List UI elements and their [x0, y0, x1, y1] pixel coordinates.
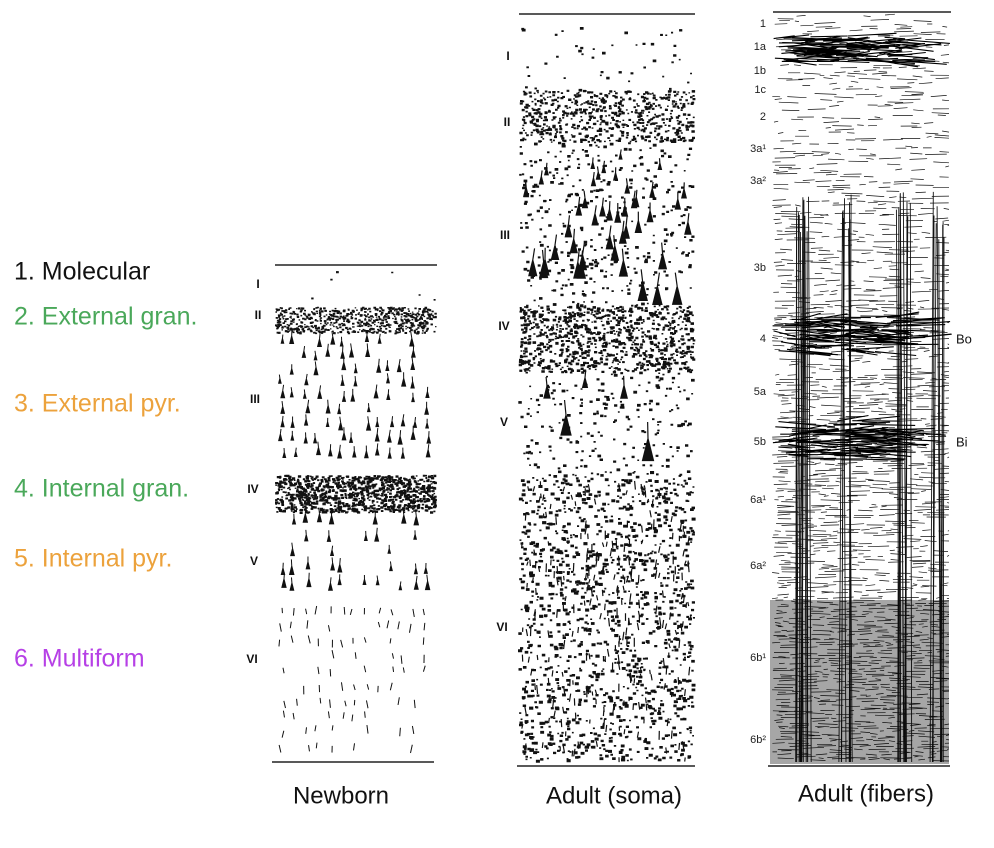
- layer-label: 5b: [754, 436, 766, 448]
- soma-labels: I II III IV V VI Adult (soma): [496, 49, 682, 809]
- stipple: [311, 271, 436, 301]
- layer-label: VI: [496, 620, 507, 634]
- legend-item: 2. External gran.: [14, 303, 197, 331]
- layer-label: VI: [246, 652, 257, 666]
- dense-zone: [770, 600, 949, 764]
- column-caption: Newborn: [293, 782, 389, 809]
- band-label: Bi: [956, 434, 968, 449]
- layer-label: III: [500, 228, 510, 242]
- stipple: [275, 474, 437, 514]
- newborn-labels: I II III IV V VI Newborn: [246, 277, 389, 809]
- neurons: [521, 149, 692, 763]
- layer-label: IV: [247, 482, 258, 496]
- layer-label: V: [500, 415, 508, 429]
- layer-label: IV: [498, 319, 509, 333]
- layer-label: 3a¹: [750, 143, 766, 155]
- layer-label: 3a²: [750, 175, 766, 187]
- fiber-labels: 1 1a 1b 1c 2 3a¹ 3a² 3b 4 5a 5b 6a¹ 6a² …: [750, 18, 972, 807]
- layer-label: 2: [760, 111, 766, 123]
- layer-label: 6a¹: [750, 494, 766, 506]
- layer-label: 1a: [754, 41, 767, 53]
- layer-label: 6b²: [750, 734, 766, 746]
- legend-item: 4. Internal gran.: [14, 475, 189, 503]
- band-label: Bo: [956, 331, 972, 346]
- layer-label: 1: [760, 18, 766, 30]
- stipple: [521, 27, 692, 92]
- layer-label: 4: [760, 333, 766, 345]
- layer-label: 1c: [754, 84, 766, 96]
- layer-label: I: [506, 49, 509, 63]
- legend-item: 1. Molecular: [14, 258, 150, 286]
- legend-item: 6. Multiform: [14, 645, 145, 673]
- neurons: [278, 330, 432, 754]
- layer-label: 3b: [754, 262, 766, 274]
- layer-label: 1b: [754, 65, 766, 77]
- layer-label: II: [255, 308, 262, 322]
- layer-label: 5a: [754, 386, 767, 398]
- legend: 1. Molecular 2. External gran. 3. Extern…: [14, 258, 197, 673]
- column-caption: Adult (fibers): [798, 780, 934, 807]
- layer-label: 6b¹: [750, 652, 766, 664]
- layer-label: 6a²: [750, 560, 766, 572]
- layer-label: III: [250, 392, 260, 406]
- textures: [272, 11, 952, 767]
- layer-label: II: [504, 115, 511, 129]
- legend-item: 5. Internal pyr.: [14, 545, 172, 573]
- stipple: [518, 470, 696, 763]
- stipple: [518, 304, 696, 375]
- stipple: [518, 372, 695, 472]
- layer-label: V: [250, 554, 258, 568]
- layer-label: I: [256, 277, 259, 291]
- stipple: [519, 141, 695, 307]
- fibers-vertical: [795, 191, 945, 763]
- stipple: [275, 306, 437, 335]
- stipple: [519, 89, 696, 144]
- column-caption: Adult (soma): [546, 782, 682, 809]
- legend-item: 3. External pyr.: [14, 390, 181, 418]
- fiber-bands: [772, 32, 952, 461]
